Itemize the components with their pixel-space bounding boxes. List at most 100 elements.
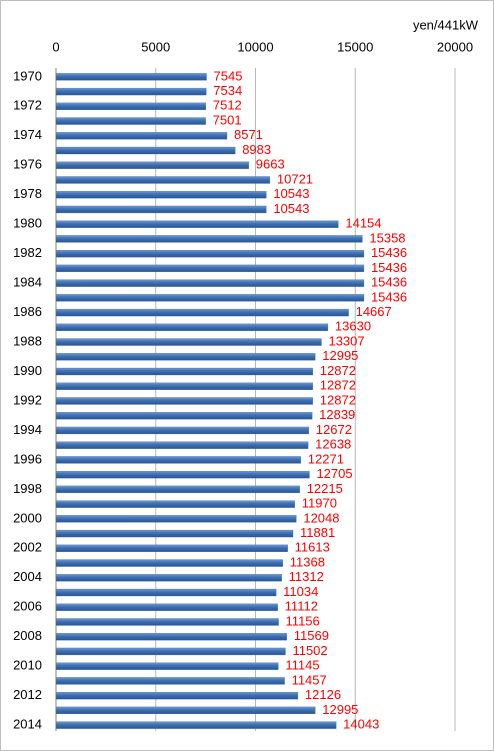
y-tick-label: 2012 — [13, 687, 42, 702]
value-label: 7512 — [213, 98, 242, 113]
bar — [55, 279, 365, 287]
bar — [55, 529, 294, 538]
unit-label: yen/441kW — [413, 17, 479, 32]
value-label: 12048 — [303, 510, 339, 525]
bar — [55, 588, 277, 597]
bar — [55, 191, 267, 199]
value-label: 15436 — [371, 275, 407, 290]
y-tick-label: 2006 — [13, 599, 42, 614]
value-label: 15358 — [369, 230, 405, 245]
value-label: 12705 — [316, 466, 352, 481]
bar — [55, 603, 278, 611]
value-label: 10543 — [273, 201, 309, 216]
y-tick-label: 1996 — [13, 451, 42, 466]
value-label: 10721 — [277, 171, 313, 186]
bar — [55, 220, 339, 228]
y-tick-label: 1982 — [13, 245, 42, 260]
y-tick-label: 1998 — [13, 481, 42, 496]
y-tick-label: 1976 — [13, 157, 42, 172]
value-label: 9663 — [256, 157, 285, 172]
value-label: 7501 — [213, 112, 242, 127]
bar — [55, 470, 310, 479]
bar — [55, 412, 313, 420]
bar — [55, 397, 313, 405]
bar — [55, 677, 285, 685]
value-label: 11569 — [294, 628, 329, 643]
value-label: 14043 — [343, 717, 379, 732]
bar — [55, 87, 207, 96]
value-label: 12872 — [320, 378, 356, 393]
bar — [55, 485, 300, 494]
value-label: 11112 — [285, 599, 318, 614]
bar — [55, 73, 207, 81]
bar — [55, 308, 349, 317]
bar — [55, 618, 279, 626]
bar — [55, 515, 297, 523]
value-label: 12995 — [322, 348, 358, 363]
bar — [55, 456, 301, 464]
value-label: 11368 — [290, 554, 325, 569]
y-tick-label: 2008 — [13, 628, 42, 643]
y-tick-label: 1990 — [13, 363, 42, 378]
y-tick-label: 1978 — [13, 186, 42, 201]
value-label: 13630 — [335, 319, 371, 334]
x-tick-label: 10000 — [237, 39, 273, 54]
value-label: 14154 — [345, 216, 381, 231]
bar — [55, 500, 295, 508]
y-tick-label: 1988 — [13, 333, 42, 348]
value-label: 12872 — [320, 392, 356, 407]
y-tick-label: 2014 — [13, 717, 42, 732]
bar — [55, 176, 271, 184]
bar — [55, 559, 283, 567]
bar — [55, 323, 329, 331]
y-tick-label: 2010 — [13, 658, 42, 673]
value-label: 12638 — [315, 437, 351, 452]
value-label: 11613 — [295, 540, 330, 555]
y-tick-label: 2002 — [13, 540, 42, 555]
value-label: 12839 — [319, 407, 355, 422]
bar — [55, 382, 313, 390]
x-tick-label: 5000 — [141, 39, 170, 54]
bar — [55, 205, 267, 214]
value-label: 8571 — [234, 127, 263, 142]
y-tick-label: 1984 — [13, 275, 42, 290]
value-label: 11145 — [285, 658, 319, 673]
y-tick-label: 2004 — [13, 569, 42, 584]
value-label: 11457 — [292, 672, 327, 687]
y-tick-label: 1992 — [13, 392, 42, 407]
bar — [55, 441, 309, 449]
value-label: 12872 — [320, 363, 356, 378]
bar — [55, 117, 206, 125]
value-label: 11034 — [283, 584, 318, 599]
value-label: 12995 — [322, 702, 358, 717]
bar — [55, 367, 313, 376]
value-label: 15436 — [371, 289, 407, 304]
value-label: 7534 — [213, 83, 242, 98]
value-label: 10543 — [273, 186, 309, 201]
value-label: 11502 — [292, 643, 327, 658]
bar — [55, 264, 365, 273]
bar — [55, 662, 279, 670]
value-label: 15436 — [371, 260, 407, 275]
bar — [55, 294, 365, 302]
value-label: 8983 — [242, 142, 271, 157]
value-label: 11312 — [289, 569, 324, 584]
y-tick-label: 1974 — [13, 127, 42, 142]
bar — [55, 426, 309, 435]
bar — [55, 544, 288, 552]
value-label: 11881 — [300, 525, 335, 540]
x-tick-label: 0 — [52, 39, 59, 54]
bar — [55, 647, 286, 656]
y-tick-label: 1994 — [13, 422, 42, 437]
y-tick-label: 1972 — [13, 98, 42, 113]
y-tick-label: 1970 — [13, 68, 42, 83]
x-tick-label: 15000 — [337, 39, 373, 54]
bar — [55, 161, 249, 169]
y-tick-label: 1980 — [13, 216, 42, 231]
y-tick-label: 1986 — [13, 304, 42, 319]
bar — [55, 102, 207, 110]
bar — [55, 574, 282, 582]
bar — [55, 633, 287, 641]
bar — [55, 706, 316, 715]
